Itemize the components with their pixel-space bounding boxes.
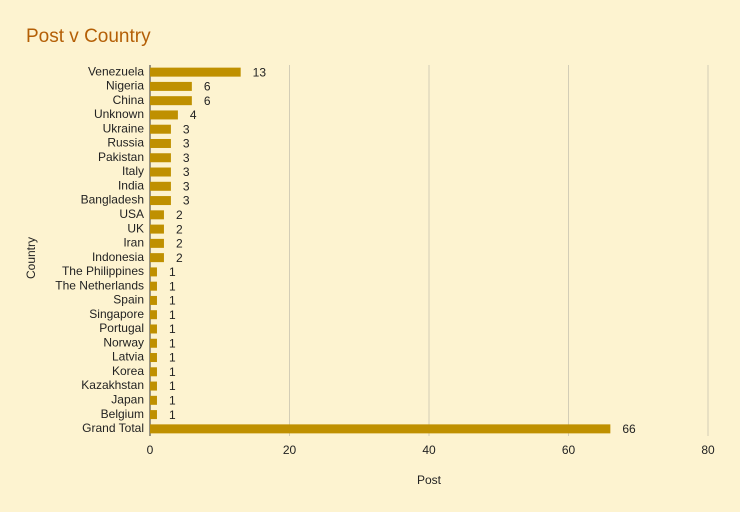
y-tick-label: The Netherlands [55,278,144,292]
value-label: 1 [169,322,176,336]
y-tick-label: Singapore [89,307,144,321]
chart-title: Post v Country [26,26,151,47]
y-tick-label: India [118,178,144,192]
value-label: 1 [169,365,176,379]
value-label: 2 [176,251,183,265]
y-axis-title: Country [24,237,38,279]
bar [150,96,192,106]
value-label: 6 [204,80,211,94]
value-label: 4 [190,108,197,122]
bar [150,253,164,263]
bar [150,196,171,206]
bar [150,210,164,220]
value-label: 6 [204,94,211,108]
y-tick-label: Latvia [112,350,144,364]
x-tick-label: 40 [422,443,436,457]
x-tick-label: 20 [283,443,297,457]
y-tick-label: Kazakhstan [81,378,144,392]
value-label: 3 [183,194,190,208]
x-tick-label: 80 [701,443,715,457]
bar [150,395,157,405]
bar [150,110,178,120]
value-label: 1 [169,336,176,350]
y-tick-label: USA [119,207,144,221]
y-tick-label: Nigeria [106,79,144,93]
value-label: 66 [622,422,636,436]
y-tick-label: Grand Total [82,421,144,435]
y-tick-label: Unknown [94,107,144,121]
bar [150,353,157,363]
y-tick-label: Portugal [99,321,144,335]
value-label: 2 [176,222,183,236]
x-axis-title: Post [417,473,442,487]
value-label: 3 [183,179,190,193]
bar [150,181,171,191]
y-tick-label: Norway [103,335,144,349]
bar [150,67,241,77]
x-tick-label: 60 [562,443,576,457]
y-tick-label: Italy [122,164,144,178]
bar [150,367,157,377]
value-label: 1 [169,351,176,365]
value-label: 3 [183,151,190,165]
bar [150,138,171,148]
y-tick-label: Bangladesh [81,193,144,207]
value-label: 1 [169,379,176,393]
y-tick-label: China [113,93,145,107]
bar [150,324,157,334]
bar [150,310,157,320]
value-label: 3 [183,122,190,136]
value-label: 2 [176,237,183,251]
bar [150,167,171,177]
bar [150,124,171,134]
value-label: 1 [169,294,176,308]
bar [150,153,171,163]
bar [150,267,157,277]
bar [150,410,157,420]
y-tick-label: UK [127,221,144,235]
y-tick-label: Ukraine [103,121,145,135]
y-tick-label: Iran [123,236,144,250]
value-label: 1 [169,408,176,422]
y-tick-label: Venezuela [88,64,144,78]
bar [150,295,157,305]
bar [150,238,164,248]
value-label: 1 [169,265,176,279]
value-label: 1 [169,308,176,322]
x-tick-label: 0 [147,443,154,457]
bar [150,224,164,234]
y-tick-label: Korea [112,364,144,378]
y-tick-label: The Philippines [62,264,144,278]
value-label: 2 [176,208,183,222]
value-label: 13 [253,65,267,79]
value-label: 1 [169,279,176,293]
y-tick-label: Spain [113,293,144,307]
y-tick-label: Indonesia [92,250,144,264]
y-tick-label: Belgium [101,407,144,421]
y-tick-label: Russia [107,136,144,150]
bar [150,424,611,434]
bar [150,338,157,348]
y-tick-label: Pakistan [98,150,144,164]
value-label: 3 [183,165,190,179]
bar [150,81,192,91]
value-label: 1 [169,393,176,407]
bar [150,281,157,291]
value-label: 3 [183,137,190,151]
y-tick-label: Japan [111,392,144,406]
bar [150,381,157,391]
